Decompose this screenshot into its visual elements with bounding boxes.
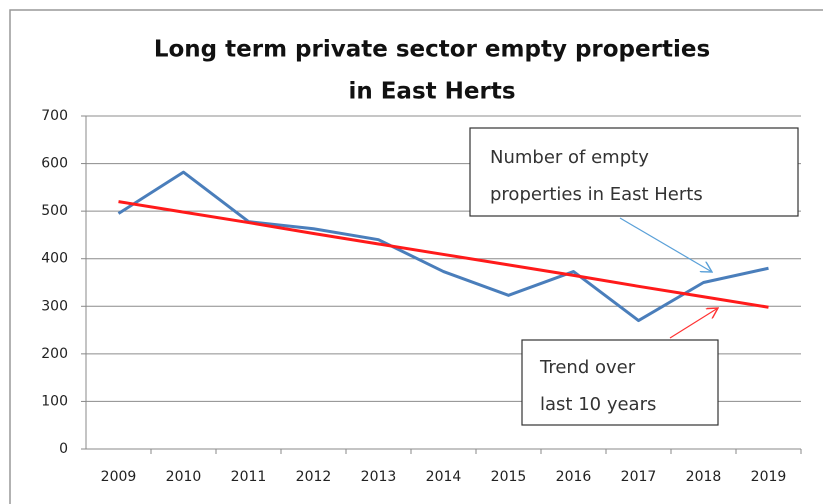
annotation-text: properties in East Herts	[490, 184, 703, 205]
x-tick-label: 2014	[426, 469, 462, 485]
chart-title: Long term private sector empty propertie…	[154, 37, 710, 63]
x-tick-label: 2017	[621, 469, 657, 485]
y-tick-label: 200	[41, 346, 68, 362]
y-tick-label: 0	[59, 441, 68, 457]
x-tick-label: 2015	[491, 469, 527, 485]
plot-area: 0 100 200 300 400 500 600 700 2009 2010 2011 2012 20…	[41, 108, 802, 485]
y-tick-label: 100	[41, 393, 68, 409]
annotation-box	[521, 339, 719, 426]
annotation-text: Number of empty	[490, 147, 649, 168]
x-tick-label: 2011	[231, 469, 267, 485]
x-tick-label: 2010	[166, 469, 202, 485]
annotation-arrow	[619, 217, 712, 272]
y-tick-label: 700	[41, 108, 68, 124]
data-line	[118, 200, 769, 309]
y-tick-label: 600	[41, 156, 68, 172]
x-tick-label: 2009	[101, 469, 137, 485]
x-tick-label: 2013	[361, 469, 397, 485]
x-tick-label: 2012	[296, 469, 332, 485]
y-tick-label: 300	[41, 298, 68, 314]
y-tick-label: 400	[41, 251, 68, 267]
x-tick-label: 2018	[686, 469, 722, 485]
x-tick-label: 2016	[556, 469, 592, 485]
annotation-text: Trend over	[539, 357, 636, 378]
annotation-text: last 10 years	[540, 394, 656, 415]
chart-frame	[9, 9, 823, 504]
chart-title: in East Herts	[348, 79, 515, 105]
annotation-box	[469, 127, 799, 217]
annotation-arrow	[669, 308, 718, 339]
x-tick-label: 2019	[751, 469, 787, 485]
y-tick-label: 500	[41, 203, 68, 219]
data-line	[117, 170, 769, 323]
